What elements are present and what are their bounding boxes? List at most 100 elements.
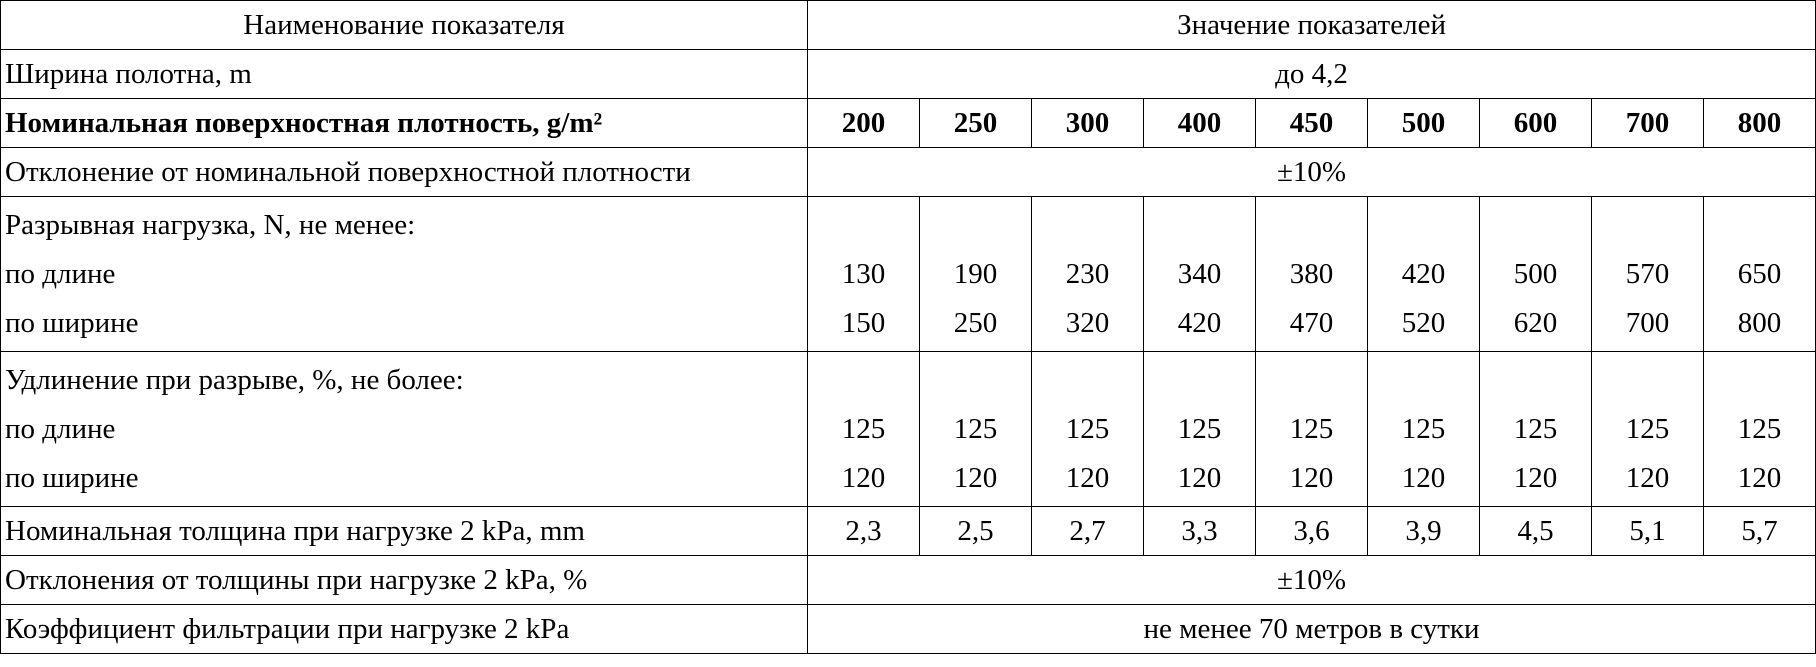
value: 125: [1737, 413, 1782, 445]
table-row: Разрывная нагрузка, N, не менее: по длине…: [0, 196, 1816, 352]
value-cell: 130 150: [807, 196, 920, 352]
table-row: Номинальная толщина при нагрузке 2 kPa, …: [0, 506, 1816, 556]
spacer: [1369, 201, 1479, 250]
value-cell: 250: [919, 98, 1032, 148]
value-cell: до 4,2: [806, 49, 1816, 99]
value-cell: 500: [1367, 98, 1480, 148]
value: 320: [1065, 307, 1110, 339]
value-cell: 5,1: [1591, 506, 1704, 556]
value-cell: 125 120: [919, 351, 1032, 507]
table-row: Отклонения от толщины при нагрузке 2 kPa…: [0, 555, 1816, 605]
value: 700: [1625, 307, 1670, 339]
group-label: Удлинение при разрыве, %, не более:: [5, 364, 464, 396]
value: 120: [1289, 462, 1334, 494]
value-cell: 700: [1591, 98, 1704, 148]
value: 125: [953, 413, 998, 445]
value-cell: 2,5: [919, 506, 1032, 556]
label-cell: Отклонения от толщины при нагрузке 2 kPa…: [0, 555, 808, 605]
spacer: [1257, 356, 1367, 405]
value-cell: 125 120: [1702, 351, 1816, 507]
value: 125: [1625, 413, 1670, 445]
value-cell: 230 320: [1031, 196, 1144, 352]
value-cell: 340 420: [1143, 196, 1256, 352]
value-cell: 450: [1255, 98, 1368, 148]
value-cell: 400: [1143, 98, 1256, 148]
value: 120: [1513, 462, 1558, 494]
value: 125: [1289, 413, 1334, 445]
value: 150: [841, 307, 886, 339]
sub-label: по ширине: [5, 307, 139, 339]
value: 380: [1289, 258, 1334, 290]
table-row: Отклонение от номинальной поверхностной …: [0, 147, 1816, 197]
value-cell: 2,3: [807, 506, 920, 556]
value: 570: [1625, 258, 1670, 290]
table-row: Номинальная поверхностная плотность, g/m…: [0, 98, 1816, 148]
value: 120: [953, 462, 998, 494]
spacer: [921, 356, 1031, 405]
value: 125: [1401, 413, 1446, 445]
value: 120: [1065, 462, 1110, 494]
spacer: [1705, 356, 1815, 405]
value-cell: 570 700: [1591, 196, 1704, 352]
label-cell: Номинальная толщина при нагрузке 2 kPa, …: [0, 506, 808, 556]
value: 500: [1513, 258, 1558, 290]
value: 470: [1289, 307, 1334, 339]
spacer: [1033, 201, 1143, 250]
value-cell: 420 520: [1367, 196, 1480, 352]
spacer: [809, 201, 919, 250]
label-cell: Коэффициент фильтрации при нагрузке 2 kP…: [0, 604, 808, 654]
value: 120: [1625, 462, 1670, 494]
value: 125: [841, 413, 886, 445]
label-cell: Ширина полотна, m: [0, 49, 808, 99]
value: 420: [1401, 258, 1446, 290]
value: 125: [1513, 413, 1558, 445]
spacer: [1593, 201, 1703, 250]
value: 130: [841, 258, 886, 290]
value: 520: [1401, 307, 1446, 339]
table-row: Ширина полотна, m до 4,2: [0, 49, 1816, 99]
value-cell: 125 120: [1031, 351, 1144, 507]
value: 120: [841, 462, 886, 494]
value-cell: 300: [1031, 98, 1144, 148]
value-cell: 125 120: [807, 351, 920, 507]
value-cell: 125 120: [1479, 351, 1592, 507]
header-cell: Значение показателей: [806, 0, 1816, 50]
group-label: Разрывная нагрузка, N, не менее:: [5, 209, 416, 241]
value-cell: 125 120: [1143, 351, 1256, 507]
value: 125: [1177, 413, 1222, 445]
spacer: [1481, 356, 1591, 405]
spacer: [1145, 201, 1255, 250]
value: 800: [1737, 307, 1782, 339]
value-cell: 5,7: [1702, 506, 1816, 556]
value: 125: [1065, 413, 1110, 445]
value: 120: [1401, 462, 1446, 494]
value: 340: [1177, 258, 1222, 290]
table-row: Удлинение при разрыве, %, не более: по дл…: [0, 351, 1816, 507]
label-cell: Отклонение от номинальной поверхностной …: [0, 147, 808, 197]
spacer: [1369, 356, 1479, 405]
value-cell: 125 120: [1255, 351, 1368, 507]
value-cell: 3,3: [1143, 506, 1256, 556]
value-cell: 4,5: [1479, 506, 1592, 556]
value: 230: [1065, 258, 1110, 290]
spacer: [1033, 356, 1143, 405]
value-cell: 3,6: [1255, 506, 1368, 556]
value-cell: 600: [1479, 98, 1592, 148]
spacer: [1257, 201, 1367, 250]
sub-label: по длине: [5, 258, 116, 290]
value-cell: 190 250: [919, 196, 1032, 352]
value-cell: 800: [1702, 98, 1816, 148]
value-cell: ±10%: [806, 555, 1816, 605]
table-row: Коэффициент фильтрации при нагрузке 2 kP…: [0, 604, 1816, 654]
value-cell: 380 470: [1255, 196, 1368, 352]
value: 420: [1177, 307, 1222, 339]
value-cell: 200: [807, 98, 920, 148]
value-cell: 650 800: [1702, 196, 1816, 352]
value: 620: [1513, 307, 1558, 339]
value-cell: 2,7: [1031, 506, 1144, 556]
label-cell: Удлинение при разрыве, %, не более: по дл…: [0, 351, 808, 507]
value: 120: [1737, 462, 1782, 494]
